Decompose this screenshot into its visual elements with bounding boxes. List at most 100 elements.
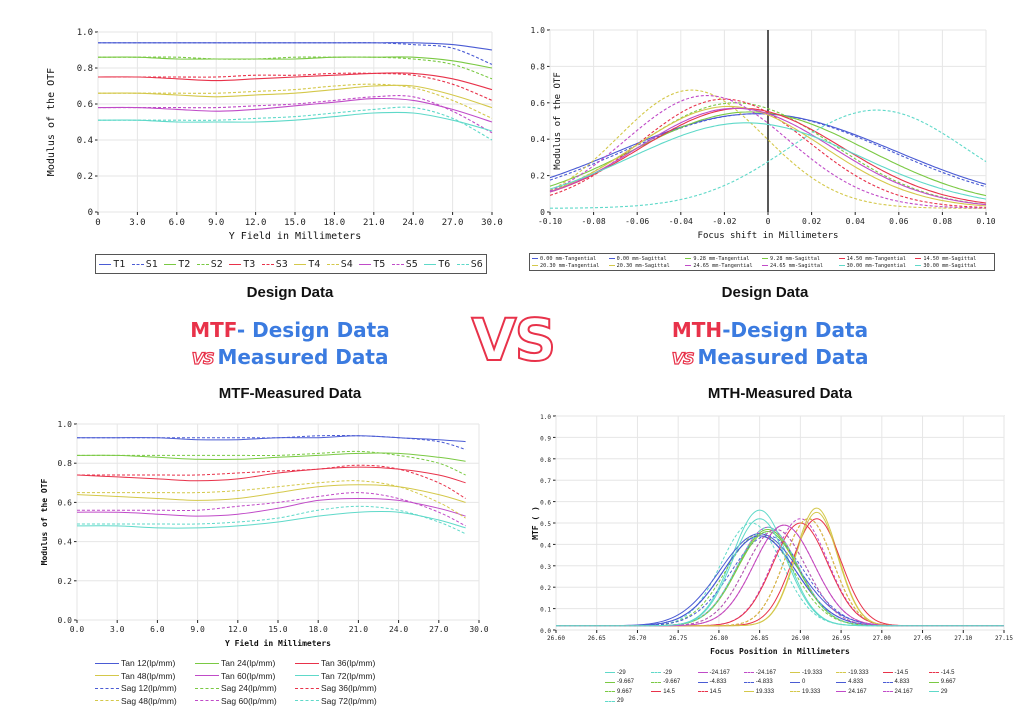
legend-item: Tan 36(lp/mm) [295, 657, 395, 670]
series-line-11 [98, 106, 493, 141]
legend-item: 4.833 [836, 678, 882, 688]
series-line-5 [76, 510, 466, 529]
legend-item: 24.65 mm-Tangential [685, 262, 762, 269]
series-line-10 [77, 492, 466, 527]
series-line-7 [549, 89, 986, 209]
legend-item: T6 [424, 259, 450, 270]
legend-label: S3 [275, 258, 288, 270]
legend-swatch [99, 263, 112, 265]
x-tick-label: 18.0 [309, 625, 328, 634]
series-line-3 [76, 484, 466, 503]
legend-item: 29 [928, 687, 975, 697]
legend-swatch [195, 700, 219, 702]
x-tick-label: 21.0 [363, 218, 385, 228]
legend-label: -24.167 [755, 669, 777, 676]
series-line-5 [98, 72, 493, 101]
legend-label: Sag 12(lp/mm) [121, 683, 177, 694]
legend-item: T2 [164, 259, 190, 270]
series-line-1 [549, 113, 987, 188]
legend-item: 9.667 [605, 687, 651, 697]
legend-swatch [195, 687, 219, 689]
series-line-2 [97, 56, 493, 69]
legend-label: T5 [373, 258, 386, 270]
y-tick-label: 0.6 [77, 100, 93, 110]
legend-label: 24.65 mm-Tangential [693, 262, 753, 269]
legend-swatch [359, 263, 372, 265]
legend-item: S6 [456, 259, 483, 270]
x-axis-label: Focus Position in Millimeters [710, 646, 850, 656]
legend-item: Tan 48(lp/mm) [95, 670, 195, 683]
y-tick-label: 0.4 [58, 538, 73, 547]
y-tick-label: 0.4 [77, 136, 93, 146]
legend-label: -9.667 [617, 679, 635, 686]
legend-item: 29 [605, 697, 651, 707]
series-line-9 [77, 480, 466, 519]
vs-small-icon-2: VS [671, 348, 695, 368]
legend-swatch [790, 691, 800, 693]
legend-swatch [605, 681, 615, 683]
x-tick-label: 24.0 [402, 218, 424, 228]
legend-swatch [605, 700, 615, 702]
x-tick-label: 27.05 [914, 635, 932, 642]
legend-swatch [424, 263, 437, 265]
series-line-11 [77, 505, 466, 535]
y-axis-label: Modulus of the OTF [40, 478, 49, 565]
legend-label: 14.5 [663, 688, 675, 695]
y-axis-label: Modulus of the OTF [553, 72, 563, 170]
x-tick-label: 12.0 [245, 218, 267, 228]
legend-item: S5 [391, 259, 418, 270]
legend-swatch [915, 258, 922, 259]
y-tick-label: 0.2 [540, 585, 551, 592]
y-tick-label: 1.0 [531, 26, 546, 35]
y-tick-label: 0.8 [77, 64, 93, 74]
y-tick-label: 0.0 [58, 616, 73, 625]
legend-swatch [651, 691, 662, 693]
legend-item: 14.5 [697, 687, 744, 697]
legend-label: Tan 12(lp/mm) [121, 658, 176, 669]
design-data-left-title: Design Data [246, 284, 334, 301]
legend-label: T2 [178, 258, 191, 270]
y-tick-label: 0.2 [77, 172, 93, 182]
y-tick-label: 0.8 [58, 459, 73, 468]
x-tick-label: 27.0 [429, 625, 448, 634]
x-tick-label: 26.90 [791, 635, 809, 642]
mtf-word: MTF [190, 318, 237, 342]
legend-swatch [456, 263, 469, 265]
y-tick-label: 0.6 [58, 498, 73, 507]
legend-label: T4 [308, 258, 321, 270]
mth-measured-legend: -29 -29 -24.167 -24.167 -19.333 -19.333 -14.5 -… [605, 668, 975, 706]
legend-swatch [838, 265, 845, 266]
y-tick-label: 0.8 [540, 457, 551, 464]
x-tick-label: 30.0 [469, 625, 488, 634]
legend-swatch [928, 691, 939, 693]
y-tick-label: 0.8 [531, 62, 546, 71]
y-tick-label: 0.1 [540, 607, 551, 614]
legend-label: -4.833 [709, 679, 727, 686]
legend-item: Sag 48(lp/mm) [95, 695, 195, 708]
legend-item: S1 [131, 259, 158, 270]
legend-item: -14.5 [928, 668, 975, 678]
legend-swatch [743, 672, 754, 674]
legend-swatch [685, 258, 692, 259]
x-tick-label: 0.0 [70, 625, 85, 634]
legend-label: 20.30 mm-Sagittal [616, 262, 670, 269]
legend-swatch [196, 263, 209, 265]
legend-swatch [651, 672, 662, 674]
x-tick-label: 0.10 [976, 217, 995, 226]
mtf-design-legend: T1 S1 T2 S2 T3 S3 T4 S4 T5 S5 T6 S6 [95, 254, 487, 274]
legend-item: 9.667 [928, 678, 975, 688]
x-axis-label: Y Field in Millimeters [225, 638, 331, 648]
legend-label: Tan 48(lp/mm) [121, 670, 176, 681]
x-tick-label: 30.0 [481, 218, 503, 228]
y-tick-label: 0.7 [540, 478, 551, 485]
legend-label: 4.833 [894, 679, 910, 686]
legend-swatch [608, 258, 615, 259]
y-tick-label: 0.2 [531, 172, 546, 181]
legend-item: 4.833 [882, 678, 929, 688]
x-tick-label: 27.0 [442, 218, 464, 228]
legend-item: S2 [196, 259, 223, 270]
y-axis-label: MTF ( ) [531, 506, 540, 540]
series-line-1 [98, 42, 493, 65]
x-tick-label: 0.06 [889, 217, 908, 226]
legend-item: 19.333 [790, 687, 836, 697]
